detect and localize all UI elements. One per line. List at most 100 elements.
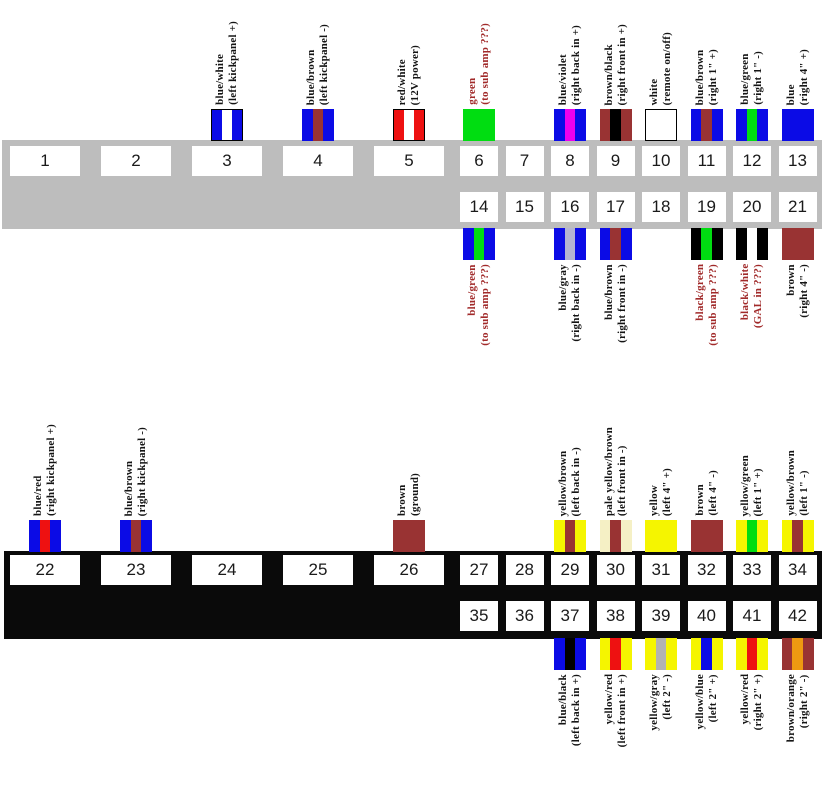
wire-stripe-blue <box>620 228 632 260</box>
wire-color-name: blue/brown <box>693 49 706 105</box>
wire-stripe-yellow <box>781 520 793 552</box>
wire-stripe-orange <box>792 638 803 670</box>
pin-number: 23 <box>126 560 146 579</box>
wire-function-name: (left kickpanel -) <box>318 23 330 105</box>
wire-color-name: brown/orange <box>784 674 797 743</box>
wire-function-name: (right front in +) <box>615 23 628 105</box>
pin-30-label: pale yellow/brown (left front in -) <box>603 427 629 516</box>
pin-13-label: blue (right 4" +) <box>785 49 811 105</box>
wire-color-name: yellow/green <box>739 454 751 516</box>
wire-function-name: (to sub amp ???) <box>479 264 491 346</box>
pin-26-label: brown (ground) <box>396 473 422 516</box>
wire-color-name: green <box>466 77 478 105</box>
pin-number: 12 <box>742 151 762 170</box>
wire-color-name: black/green <box>693 264 706 321</box>
wire-stripe-blue <box>711 109 723 141</box>
wire-stripe-black <box>610 109 621 141</box>
wire-color-name: brown <box>693 484 706 516</box>
pin-42-label: brown/orange (right 2" -) <box>785 674 811 742</box>
wire-stripe-black <box>690 228 702 260</box>
pin-39-label: yellow/gray (left 2" -) <box>648 674 674 731</box>
wire-function-name: (left 2" +) <box>706 674 719 723</box>
wire-stripe-green <box>463 109 495 141</box>
pin-22-wire <box>29 520 62 552</box>
pin-10-label: white (remote on/off) <box>648 32 674 105</box>
pin-number: 33 <box>742 560 762 579</box>
wire-color-name: yellow/brown <box>784 450 797 516</box>
wire-stripe-yellow <box>690 638 702 670</box>
wire-color-name: yellow/red <box>602 674 615 725</box>
wire-stripe-black <box>736 228 747 260</box>
wire-stripe-yellow <box>736 638 747 670</box>
wire-color-name: yellow/gray <box>648 674 660 731</box>
pin-37-wire <box>554 638 587 670</box>
pin-26-box: 26 <box>374 555 444 585</box>
wire-stripe-blue <box>212 110 222 140</box>
wire-function-name: (left 1" +) <box>752 467 764 516</box>
pin-number: 42 <box>788 606 807 625</box>
pin-number: 21 <box>788 197 807 216</box>
pin-number: 16 <box>560 197 580 216</box>
wire-stripe-blue <box>232 110 242 140</box>
wire-stripe-white <box>746 228 758 260</box>
wire-color-name: yellow/blue <box>693 674 706 730</box>
wire-color-name: blue/brown <box>602 264 615 320</box>
pin-number: 1 <box>40 151 50 170</box>
pin-number: 3 <box>222 151 232 170</box>
wire-stripe-white <box>404 110 414 140</box>
wire-color-name: yellow/red <box>739 674 751 725</box>
wire-function-name: (right front in -) <box>615 264 628 343</box>
pin-29-wire <box>554 520 587 552</box>
pin-number: 27 <box>469 560 489 579</box>
wire-color-name: red/white <box>396 58 408 105</box>
pin-11-label: blue/brown (right 1" +) <box>694 49 720 105</box>
pin-27-box: 27 <box>460 555 498 585</box>
pin-32-label: brown (left 4" -) <box>694 470 720 516</box>
pin-41-box: 41 <box>733 601 771 631</box>
wire-stripe-blue <box>554 228 565 260</box>
pin-38-label: yellow/red (left front in +) <box>603 674 629 747</box>
pin-23-box: 23 <box>101 555 171 585</box>
pin-number: 5 <box>404 151 414 170</box>
pin-number: 41 <box>742 606 762 625</box>
pin-11-wire <box>690 109 723 141</box>
pin-number: 19 <box>697 197 716 216</box>
pin-number: 7 <box>519 151 530 170</box>
wire-stripe-red <box>39 520 51 552</box>
pin-17-wire <box>599 228 632 260</box>
wire-stripe-brown <box>130 520 142 552</box>
pin-number: 14 <box>469 197 489 216</box>
wire-stripe-blue <box>736 109 747 141</box>
wire-stripe-blue <box>554 638 565 670</box>
wire-stripe-yellow <box>554 520 565 552</box>
wire-function-name: (left front in -) <box>615 445 628 516</box>
pin-40-wire <box>690 638 723 670</box>
wire-stripe-red <box>394 110 404 140</box>
pin-number: 18 <box>651 197 671 216</box>
wire-function-name: (left 1" -) <box>797 470 810 516</box>
wire-stripe-brown <box>781 228 814 260</box>
wire-stripe-yellow <box>736 520 747 552</box>
pin-32-box: 32 <box>687 555 726 585</box>
wire-stripe-red <box>746 638 758 670</box>
pin-21-box: 21 <box>778 192 817 222</box>
pin-number: 24 <box>217 560 237 579</box>
wire-stripe-blue <box>302 109 313 141</box>
wire-color-name: blue/brown <box>123 460 135 516</box>
wire-stripe-yellow <box>599 638 611 670</box>
wire-color-name: blue/white <box>214 54 226 105</box>
wire-color-name: brown <box>396 484 408 516</box>
wire-function-name: (right 2" -) <box>797 674 810 728</box>
pin-20-label: black/white (GAL in ???) <box>739 264 765 328</box>
pin-number: 8 <box>565 151 575 170</box>
wire-stripe-black <box>564 638 576 670</box>
wire-function-name: (right kickpanel +) <box>45 424 57 516</box>
wire-stripe-black <box>711 228 723 260</box>
wire-color-name: brown <box>784 264 797 296</box>
wire-stripe-blue <box>575 638 587 670</box>
wire-function-name: (GAL in ???) <box>752 264 764 329</box>
pin-19-label: black/green (to sub amp ???) <box>694 264 720 346</box>
wire-stripe-brown <box>620 109 632 141</box>
pin-19-box: 19 <box>687 192 726 222</box>
pin-number: 11 <box>697 151 716 170</box>
